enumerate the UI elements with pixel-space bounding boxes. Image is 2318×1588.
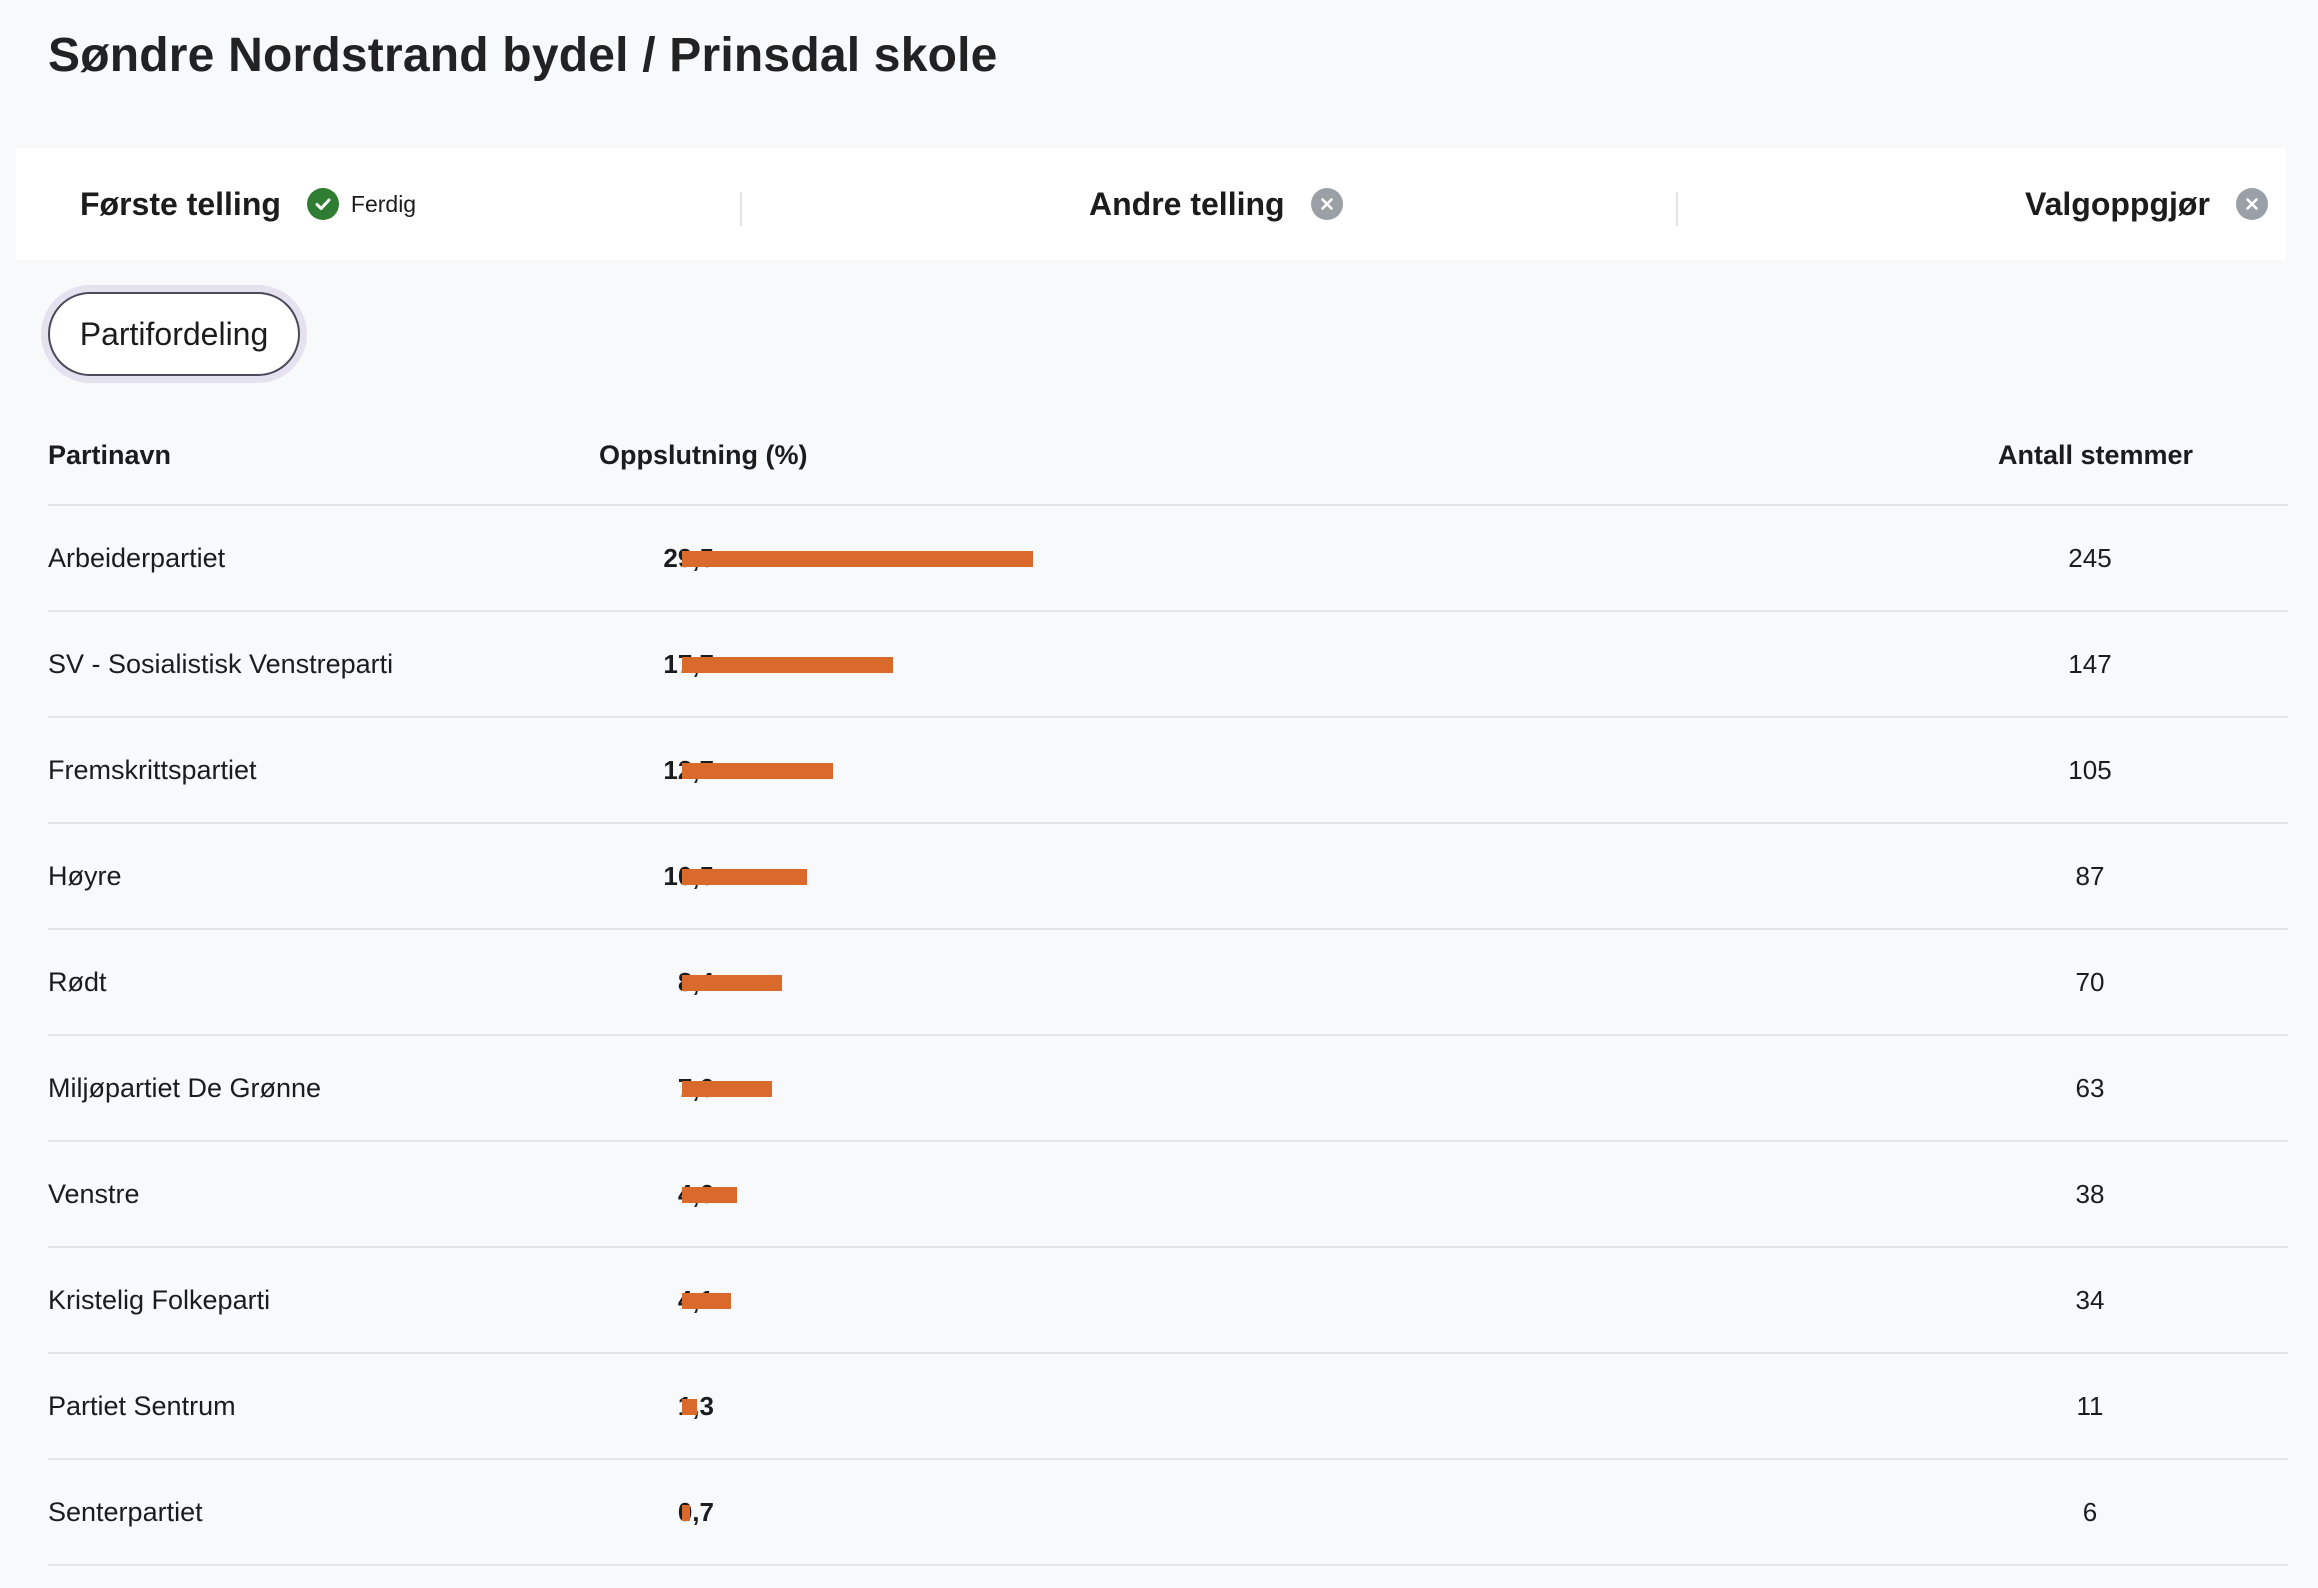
table-row: Fremskrittspartiet 12,7 105 [48,718,2288,824]
table-row: Partiet Sentrum 1,3 11 [48,1354,2288,1460]
table-row: SV - Sosialistisk Venstreparti 17,7 147 [48,612,2288,718]
party-name: SV - Sosialistisk Venstreparti [48,648,394,679]
table-row: Høyre 10,5 87 [48,824,2288,930]
table-row: Kristelig Folkeparti 4,1 34 [48,1248,2288,1354]
status-settlement-label: Valgoppgjør [2025,185,2210,222]
party-name: Senterpartiet [48,1496,203,1527]
table-body: Arbeiderpartiet 29,5 245 SV - Sosialisti… [48,506,2288,1566]
party-votes: 105 [2068,754,2112,785]
close-circle-icon [1310,188,1343,220]
check-circle-icon [306,188,339,220]
share-bar [682,869,807,885]
share-bar [682,1187,737,1203]
party-votes: 34 [2075,1284,2105,1315]
share-bar-track [682,1081,1882,1097]
share-bar [682,763,834,779]
share-bar-track [682,869,1882,885]
status-divider [740,192,742,226]
table-row: Miljøpartiet De Grønne 7,6 63 [48,1036,2288,1142]
column-header-share: Oppslutning (%) [599,440,808,470]
status-first-count-text: Ferdig [350,190,417,217]
status-first-count-label: Første telling [80,185,281,222]
party-votes: 70 [2075,966,2105,997]
share-bar [682,1293,731,1309]
share-bar-track [682,1187,1882,1203]
column-header-votes: Antall stemmer [1998,440,2194,470]
column-header-party: Partinavn [48,440,172,470]
share-bar-track [682,551,1882,567]
count-status-bar: Første telling Ferdig Andre telling Valg… [16,148,2286,260]
share-bar [682,551,1034,567]
share-bar-track [682,657,1882,673]
party-name: Høyre [48,860,122,891]
party-distribution-table: Partinavn Oppslutning (%) Antall stemmer… [48,420,2288,1566]
status-divider [1676,192,1678,226]
party-votes: 147 [2068,648,2112,679]
table-row: Arbeiderpartiet 29,5 245 [48,506,2288,612]
party-name: Venstre [48,1178,140,1209]
party-name: Kristelig Folkeparti [48,1284,271,1315]
share-bar [682,1505,691,1521]
status-second-count-label: Andre telling [1089,185,1285,222]
party-votes: 6 [2082,1496,2098,1527]
status-settlement: Valgoppgjør [2025,148,2268,260]
table-row: Venstre 4,6 38 [48,1142,2288,1248]
party-name: Rødt [48,966,107,997]
party-votes: 87 [2075,860,2105,891]
party-votes: 63 [2075,1072,2105,1103]
party-votes: 38 [2075,1178,2105,1209]
share-bar-track [682,1399,1882,1415]
party-votes: 11 [2076,1390,2104,1421]
party-name: Miljøpartiet De Grønne [48,1072,322,1103]
share-bar-track [682,1293,1882,1309]
share-bar-track [682,975,1882,991]
table-header: Partinavn Oppslutning (%) Antall stemmer [48,420,2288,506]
party-name: Fremskrittspartiet [48,754,257,785]
status-second-count: Andre telling [1089,148,1343,260]
share-bar [682,1399,698,1415]
tab-partifordeling[interactable]: Partifordeling [48,292,300,376]
close-circle-icon [2235,188,2268,220]
share-bar-track [682,1505,1882,1521]
party-votes: 245 [2068,542,2112,573]
party-name: Partiet Sentrum [48,1390,236,1421]
table-row: Rødt 8,4 70 [48,930,2288,1036]
status-first-count: Første telling Ferdig [80,148,416,260]
share-bar [682,657,893,673]
share-bar [682,975,782,991]
table-row: Senterpartiet 0,7 6 [48,1460,2288,1566]
party-name: Arbeiderpartiet [48,542,226,573]
page-title: Søndre Nordstrand bydel / Prinsdal skole [48,29,998,82]
share-bar-track [682,763,1882,779]
share-bar [682,1081,773,1097]
